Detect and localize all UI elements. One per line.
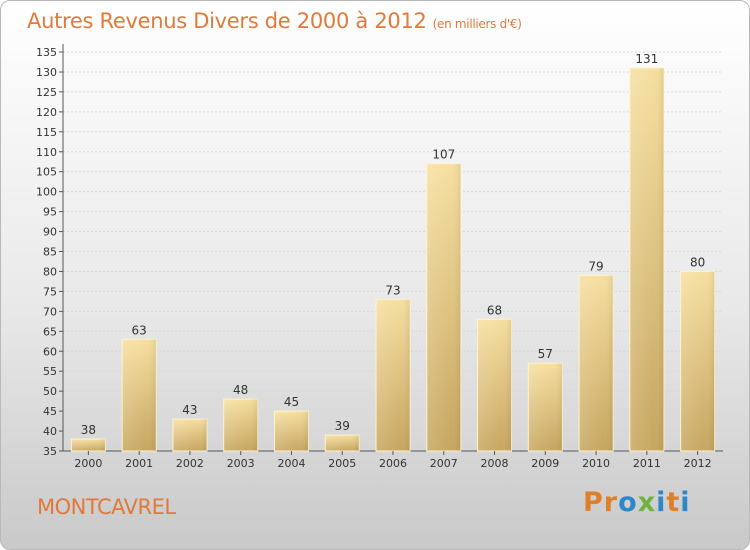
x-tick-label: 2001 (125, 457, 153, 470)
y-tick-label: 95 (43, 206, 57, 219)
bar-shade (122, 339, 157, 451)
bar-shade (376, 299, 410, 451)
bar-shade (528, 363, 563, 451)
bar-shade (172, 419, 207, 451)
data-label: 63 (132, 323, 147, 337)
y-tick-label: 130 (36, 66, 57, 79)
data-label: 79 (588, 259, 603, 273)
data-label: 39 (335, 419, 350, 433)
y-tick-label: 40 (43, 425, 57, 438)
x-tick-label: 2003 (227, 457, 255, 470)
y-tick-label: 65 (43, 325, 57, 338)
y-tick-label: 80 (43, 265, 57, 278)
logo-letter: P (583, 487, 604, 518)
bar-shade (680, 271, 715, 451)
y-tick-label: 70 (43, 305, 57, 318)
data-label: 45 (284, 395, 299, 409)
data-label: 80 (690, 255, 705, 269)
data-label: 131 (635, 52, 658, 66)
y-tick-label: 105 (36, 166, 57, 179)
y-tick-label: 55 (43, 365, 57, 378)
y-tick-label: 85 (43, 246, 57, 259)
bar-shade (579, 275, 614, 451)
y-tick-label: 50 (43, 385, 57, 398)
y-tick-label: 120 (36, 106, 57, 119)
x-tick-label: 2006 (379, 457, 407, 470)
logo-letter: o (618, 487, 638, 518)
y-tick-label: 35 (43, 445, 57, 458)
bar-shade (71, 439, 106, 451)
x-tick-label: 2008 (481, 457, 509, 470)
x-tick-label: 2000 (74, 457, 102, 470)
y-tick-label: 90 (43, 226, 57, 239)
y-tick-label: 110 (36, 146, 57, 159)
data-label: 73 (385, 283, 400, 297)
bars (70, 67, 716, 452)
x-tick-label: 2009 (531, 457, 559, 470)
x-tick-labels: 2000 2001 2002 2003 2004 2005 2006 2007 2008 2009… (74, 451, 712, 470)
x-tick-label: 2002 (176, 457, 204, 470)
chart-title-text: Autres Revenus Divers de 2000 à 2012 (27, 9, 427, 33)
data-label: 68 (487, 303, 502, 317)
logo-letter: i (680, 487, 691, 518)
logo-letter: i (656, 487, 667, 518)
x-tick-label: 2004 (277, 457, 305, 470)
y-tick-label: 115 (36, 126, 57, 139)
data-label: 48 (233, 383, 248, 397)
bar-shade (325, 435, 360, 451)
y-tick-label: 45 (43, 405, 57, 418)
bar-shade (477, 319, 512, 451)
chart-title: Autres Revenus Divers de 2000 à 2012 (en … (27, 9, 522, 33)
x-tick-label: 2007 (430, 457, 458, 470)
logo-letter: t (666, 487, 681, 518)
y-tick-label: 60 (43, 345, 57, 358)
commune-name: MONTCAVREL (37, 495, 176, 519)
y-tick-label: 100 (36, 186, 57, 199)
bar-shade (629, 67, 664, 452)
x-tick-label: 2011 (633, 457, 661, 470)
logo-letter: x (637, 487, 657, 518)
chart-subtitle: (en milliers d'€) (432, 17, 522, 31)
y-tick-label: 125 (36, 86, 57, 99)
y-tick-label: 135 (36, 46, 57, 59)
y-tick-label: 75 (43, 285, 57, 298)
x-tick-label: 2005 (328, 457, 356, 470)
data-label: 107 (432, 148, 455, 162)
data-label: 43 (182, 403, 197, 417)
proxiti-logo[interactable]: Proxiti (583, 487, 691, 518)
data-label: 57 (538, 347, 553, 361)
data-labels: 38 63 43 48 45 39 73 107 68 57 79 131 80 (81, 52, 706, 437)
bar-shade (223, 399, 258, 451)
data-label: 38 (81, 423, 96, 437)
y-tick-labels: 35 40 45 50 55 60 65 70 75 80 85 90 95 100 105 110 115 12… (36, 46, 57, 458)
bar-shade (274, 411, 309, 451)
x-tick-label: 2010 (582, 457, 610, 470)
logo-letter: r (603, 487, 619, 518)
x-tick-label: 2012 (684, 457, 712, 470)
bar-shade (426, 163, 461, 451)
